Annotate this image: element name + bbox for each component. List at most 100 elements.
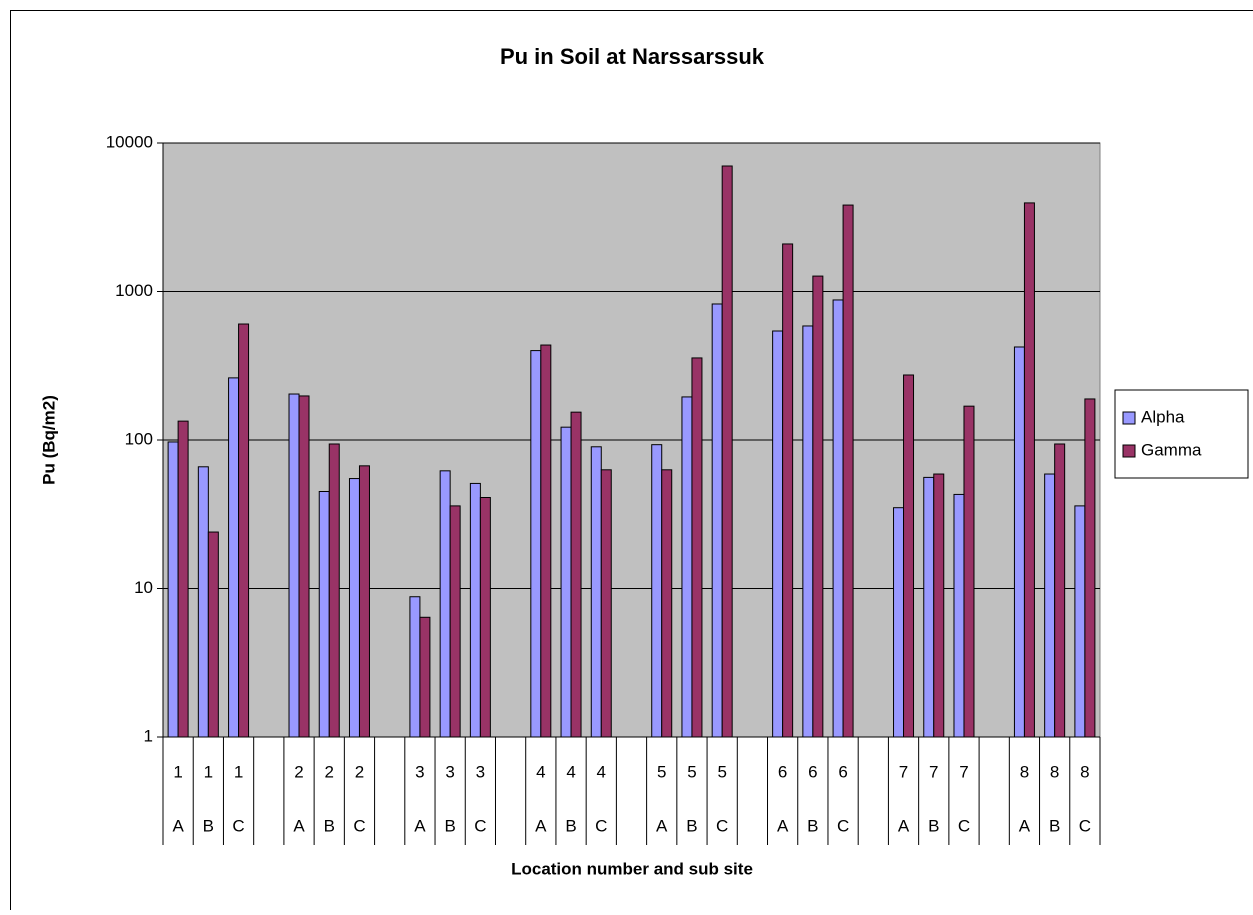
- bar: [601, 470, 611, 737]
- bar: [480, 498, 490, 737]
- x-tick-label: 8: [1080, 762, 1089, 781]
- x-subtick-label: C: [232, 816, 244, 835]
- bar: [783, 244, 793, 737]
- x-subtick-label: B: [686, 816, 697, 835]
- x-tick-label: 3: [415, 762, 424, 781]
- bar: [410, 597, 420, 737]
- y-tick-label: 10: [134, 578, 153, 597]
- x-tick-label: 6: [778, 762, 787, 781]
- x-subtick-label: B: [928, 816, 939, 835]
- x-subtick-label: C: [716, 816, 728, 835]
- bar: [289, 394, 299, 737]
- legend-label: Gamma: [1141, 440, 1202, 459]
- bar: [420, 617, 430, 737]
- x-subtick-label: A: [172, 816, 184, 835]
- bar: [1075, 506, 1085, 737]
- bar: [178, 421, 188, 737]
- x-subtick-label: C: [474, 816, 486, 835]
- y-axis-label: Pu (Bq/m2): [39, 395, 58, 485]
- x-tick-label: 3: [476, 762, 485, 781]
- x-subtick-label: C: [353, 816, 365, 835]
- bar: [662, 470, 672, 737]
- bar: [924, 477, 934, 737]
- y-tick-label: 10000: [106, 132, 153, 151]
- bar: [208, 532, 218, 737]
- bar: [934, 474, 944, 737]
- bar: [894, 508, 904, 737]
- x-tick-label: 1: [234, 762, 243, 781]
- bar: [1014, 347, 1024, 737]
- x-subtick-label: C: [958, 816, 970, 835]
- bar: [722, 166, 732, 737]
- y-tick-label: 100: [125, 429, 153, 448]
- bar: [904, 375, 914, 737]
- bar: [652, 445, 662, 737]
- x-subtick-label: B: [324, 816, 335, 835]
- x-subtick-label: B: [203, 816, 214, 835]
- bar: [773, 331, 783, 737]
- bar: [813, 276, 823, 737]
- x-tick-label: 7: [899, 762, 908, 781]
- bar: [470, 483, 480, 737]
- bar: [964, 406, 974, 737]
- x-subtick-label: B: [565, 816, 576, 835]
- x-tick-label: 2: [294, 762, 303, 781]
- bar: [198, 467, 208, 737]
- bar: [1055, 444, 1065, 737]
- x-subtick-label: A: [1019, 816, 1031, 835]
- x-tick-label: 5: [687, 762, 696, 781]
- x-subtick-label: B: [807, 816, 818, 835]
- x-subtick-label: C: [1079, 816, 1091, 835]
- bar: [692, 358, 702, 737]
- x-tick-label: 4: [536, 762, 545, 781]
- bar: [591, 447, 601, 737]
- x-subtick-label: C: [837, 816, 849, 835]
- x-subtick-label: A: [777, 816, 789, 835]
- x-tick-label: 3: [445, 762, 454, 781]
- bar: [329, 444, 339, 737]
- bar: [1085, 399, 1095, 737]
- y-tick-label: 1000: [115, 281, 153, 300]
- bar: [440, 471, 450, 737]
- x-tick-label: 6: [838, 762, 847, 781]
- x-axis-label: Location number and sub site: [511, 859, 753, 878]
- bar: [843, 205, 853, 737]
- bar: [168, 442, 178, 737]
- y-tick-label: 1: [144, 726, 153, 745]
- bar: [359, 466, 369, 737]
- legend-swatch: [1123, 412, 1135, 424]
- x-tick-label: 5: [717, 762, 726, 781]
- legend-swatch: [1123, 445, 1135, 457]
- bar: [299, 396, 309, 737]
- x-subtick-label: A: [293, 816, 305, 835]
- bar: [349, 479, 359, 737]
- bar: [229, 378, 239, 737]
- x-tick-label: 8: [1020, 762, 1029, 781]
- x-subtick-label: C: [595, 816, 607, 835]
- bar: [1024, 203, 1034, 737]
- x-tick-label: 2: [325, 762, 334, 781]
- x-tick-label: 5: [657, 762, 666, 781]
- x-tick-label: 7: [929, 762, 938, 781]
- x-tick-label: 4: [566, 762, 575, 781]
- bar: [319, 491, 329, 737]
- bar: [561, 427, 571, 737]
- legend-box: [1115, 390, 1248, 478]
- x-subtick-label: A: [535, 816, 547, 835]
- x-tick-label: 7: [959, 762, 968, 781]
- bar: [682, 397, 692, 737]
- bar: [954, 494, 964, 737]
- bar: [712, 304, 722, 737]
- x-subtick-label: A: [898, 816, 910, 835]
- x-tick-label: 1: [173, 762, 182, 781]
- x-tick-label: 4: [597, 762, 606, 781]
- x-tick-label: 6: [808, 762, 817, 781]
- x-tick-label: 2: [355, 762, 364, 781]
- chart-title: Pu in Soil at Narssarssuk: [500, 44, 765, 69]
- bar: [531, 351, 541, 737]
- bar: [239, 324, 249, 737]
- x-tick-label: 1: [204, 762, 213, 781]
- x-subtick-label: A: [656, 816, 668, 835]
- bar: [803, 326, 813, 737]
